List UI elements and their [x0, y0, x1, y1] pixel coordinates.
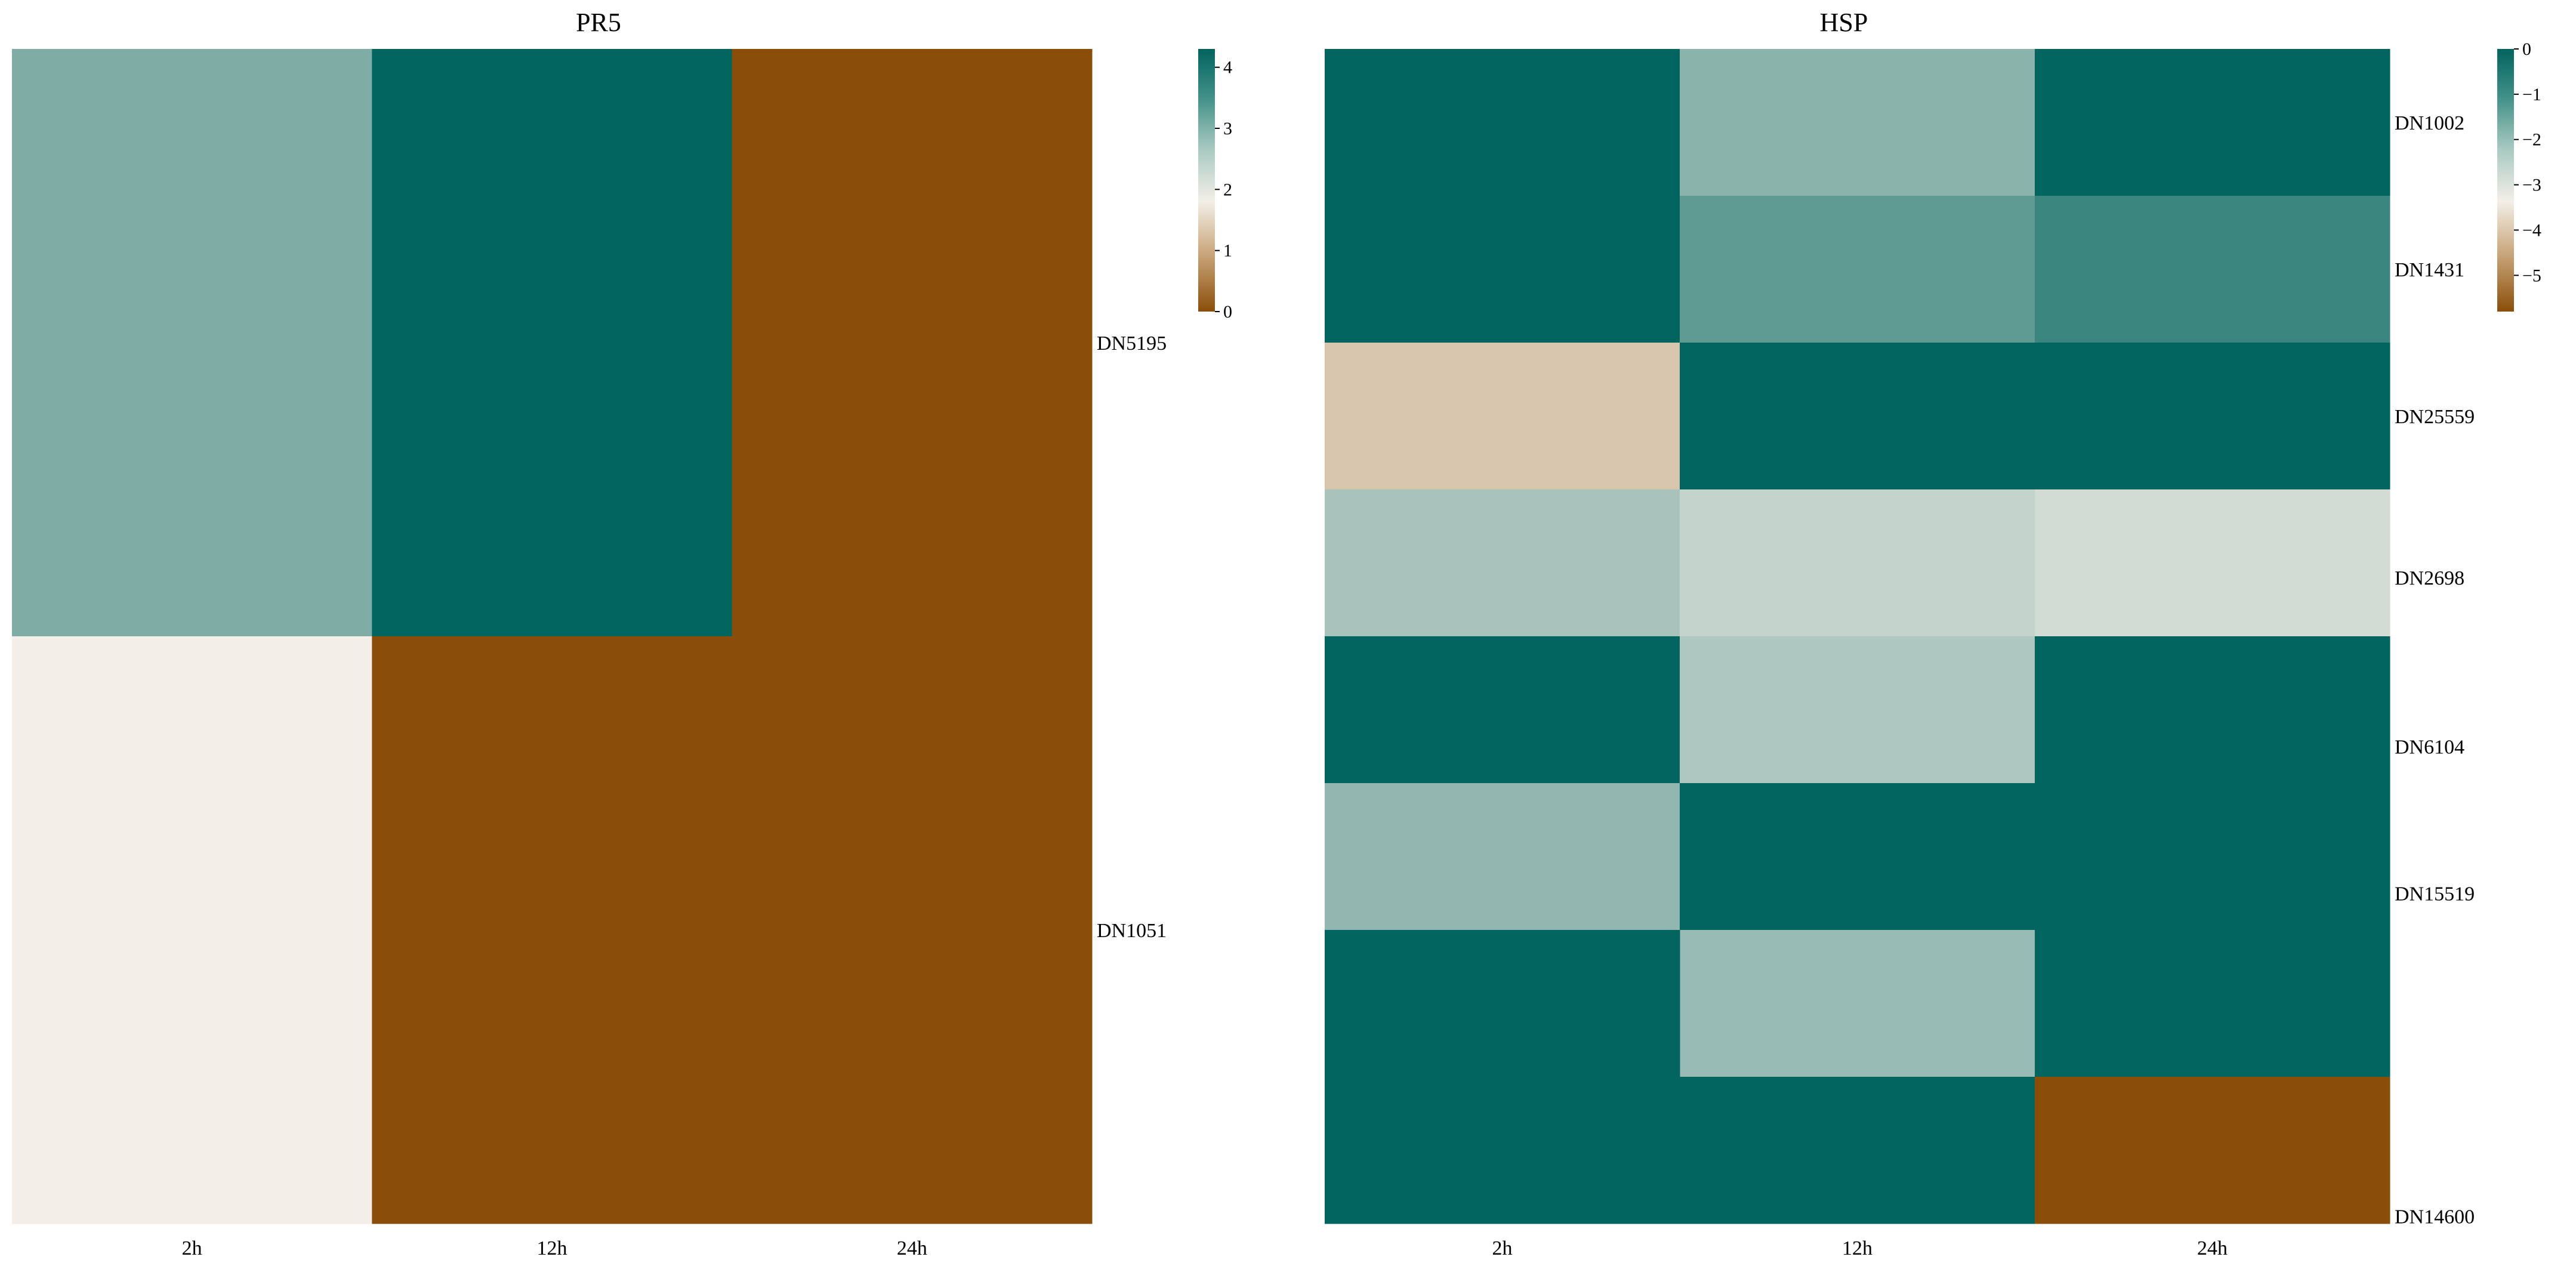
hsp-cell [1680, 343, 2035, 490]
hsp-colorbar: 0 −1 −2 −3 −4 −5 [2497, 39, 2541, 312]
hsp-row-label: DN25559 [2395, 406, 2475, 428]
pr5-cells [12, 49, 1093, 1224]
hsp-cell [1325, 49, 1680, 343]
hsp-cbar-tick-label: −5 [2522, 266, 2541, 285]
pr5-cell [12, 636, 372, 1224]
hsp-row-label: DN6104 [2395, 737, 2464, 759]
hsp-row-label: DN14600 [2395, 1206, 2475, 1228]
hsp-colorbar-gradient [2497, 49, 2514, 312]
hsp-col-label: 24h [2197, 1237, 2228, 1259]
hsp-cell [1680, 930, 2035, 1077]
hsp-cell [1325, 783, 1680, 931]
hsp-cbar-tick-label: −1 [2522, 85, 2541, 104]
pr5-title: PR5 [576, 8, 621, 37]
pr5-row-label: DN1051 [1097, 920, 1167, 942]
hsp-cell [1680, 49, 2035, 196]
pr5-col-label: 2h [182, 1237, 202, 1259]
pr5-colorbar-gradient [1198, 49, 1215, 312]
pr5-col-label: 12h [537, 1237, 567, 1259]
pr5-cell [372, 49, 733, 637]
hsp-col-label: 2h [1492, 1237, 1513, 1259]
hsp-cell [2035, 49, 2390, 196]
pr5-cell [732, 49, 1093, 637]
pr5-cell [12, 49, 372, 637]
pr5-col-label: 24h [897, 1237, 927, 1259]
pr5-cbar-tick-label: 1 [1223, 241, 1232, 261]
hsp-cell [1680, 196, 2035, 343]
hsp-cell [2035, 1077, 2390, 1224]
pr5-heatmap: PR5 DN5195 DN1051 2h 12h 24h 0 1 2 3 4 [12, 8, 1232, 1259]
hsp-row-label: DN1002 [2395, 112, 2464, 134]
hsp-colorbar-ticks: 0 −1 −2 −3 −4 −5 [2514, 39, 2541, 285]
hsp-row-label: DN15519 [2395, 883, 2475, 905]
pr5-cbar-tick-label: 3 [1223, 119, 1232, 138]
hsp-col-label: 12h [1842, 1237, 1872, 1259]
hsp-cell [2035, 196, 2390, 343]
hsp-cell [2035, 636, 2390, 931]
pr5-cell [732, 636, 1093, 1224]
hsp-cell [1680, 489, 2035, 637]
hsp-cell [2035, 930, 2390, 1077]
hsp-cbar-tick-label: −2 [2522, 130, 2541, 150]
hsp-cell [1325, 636, 1680, 784]
pr5-row-label: DN5195 [1097, 332, 1167, 355]
hsp-cbar-tick-label: −4 [2522, 220, 2541, 240]
hsp-cell [1680, 636, 2035, 784]
hsp-heatmap: HSP DN1002 DN1431 DN25559 DN2698 DN6104 DN155… [1325, 8, 2541, 1259]
hsp-cell [1680, 783, 2035, 931]
hsp-cell [2035, 489, 2390, 637]
hsp-title: HSP [1820, 8, 1868, 37]
hsp-row-label: DN2698 [2395, 568, 2464, 590]
hsp-row-labels: DN1002 DN1431 DN25559 DN2698 DN6104 DN15519 DN… [2395, 112, 2475, 1228]
hsp-cbar-tick-label: 0 [2522, 39, 2531, 59]
hsp-cell [2035, 343, 2390, 490]
pr5-col-labels: 2h 12h 24h [182, 1237, 927, 1259]
pr5-cbar-tick-label: 2 [1223, 180, 1232, 199]
hsp-col-labels: 2h 12h 24h [1492, 1237, 2228, 1259]
pr5-cell [372, 636, 733, 1224]
hsp-cell [1680, 1077, 2035, 1224]
hsp-cell [1325, 343, 1680, 490]
pr5-cbar-tick-label: 4 [1223, 58, 1232, 78]
pr5-cbar-tick-label: 0 [1223, 302, 1232, 322]
hsp-row-label: DN1431 [2395, 259, 2464, 281]
hsp-cell [1325, 930, 1680, 1224]
hsp-cell [1325, 489, 1680, 637]
hsp-cells [1325, 49, 2390, 1224]
pr5-colorbar: 0 1 2 3 4 [1198, 49, 1232, 322]
hsp-cbar-tick-label: −3 [2522, 175, 2541, 195]
pr5-colorbar-ticks: 0 1 2 3 4 [1215, 58, 1232, 322]
pr5-row-labels: DN5195 DN1051 [1097, 332, 1167, 942]
